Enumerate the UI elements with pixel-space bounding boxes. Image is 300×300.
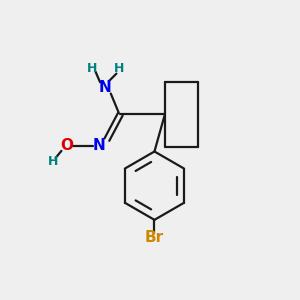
- Text: O: O: [60, 138, 73, 153]
- Text: H: H: [114, 62, 124, 75]
- Text: Br: Br: [145, 230, 164, 245]
- Text: H: H: [87, 62, 97, 75]
- Text: N: N: [93, 138, 106, 153]
- Text: N: N: [99, 80, 112, 95]
- Text: H: H: [48, 155, 59, 168]
